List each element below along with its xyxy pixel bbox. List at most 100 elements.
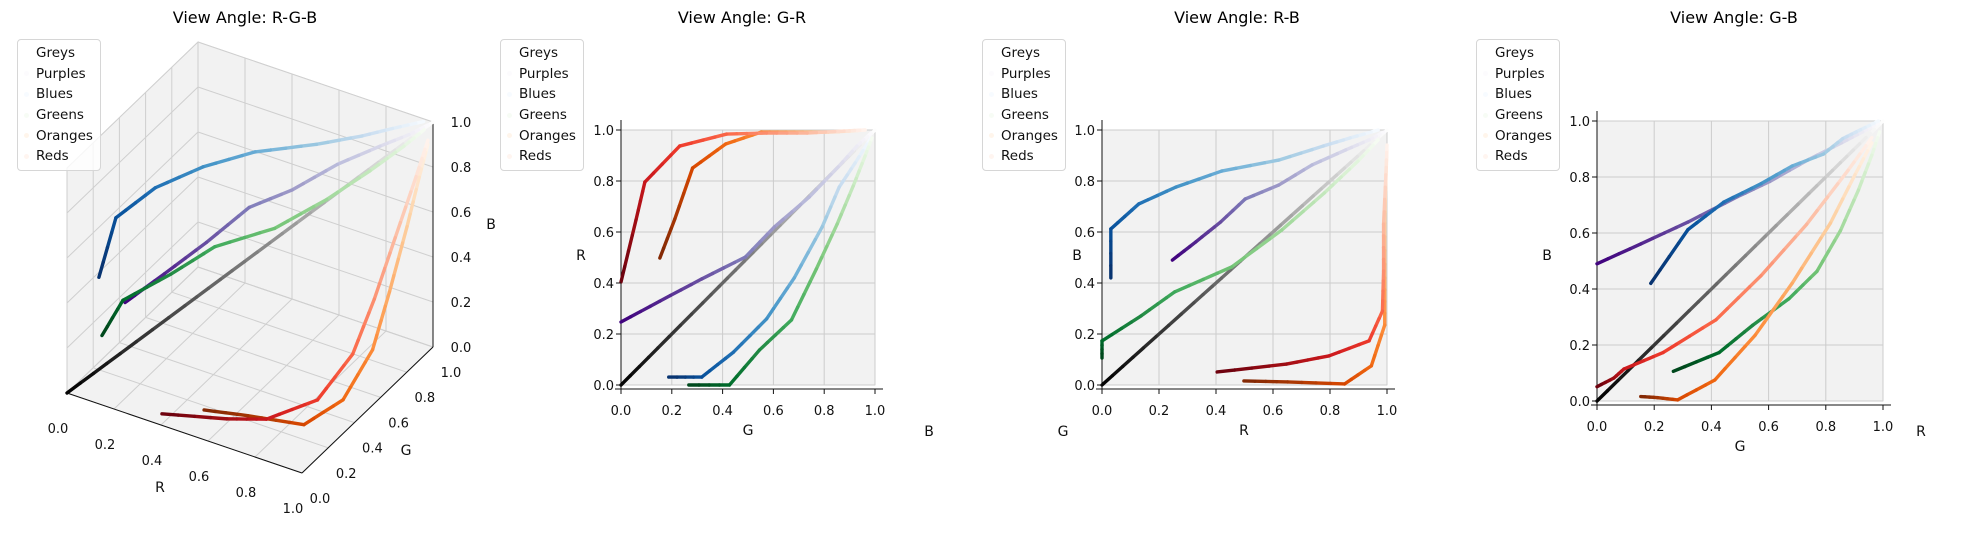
series-line-greys — [1267, 223, 1283, 237]
series-line-greys — [255, 241, 272, 254]
series-line-greens — [1301, 200, 1316, 214]
series-line-greys — [725, 268, 738, 280]
series-line-purples — [1617, 247, 1632, 256]
series-line-greens — [1139, 308, 1152, 318]
x-tick-label: 0.4 — [1701, 420, 1722, 435]
series-line-reds — [1337, 346, 1351, 354]
series-line-greys — [678, 312, 694, 328]
series-line-purples — [648, 299, 662, 309]
legend-marker — [24, 91, 29, 97]
b-tick-label: 1.0 — [451, 116, 472, 131]
series-line-blues — [1262, 158, 1281, 165]
series-line-reds — [192, 414, 213, 420]
series-line-purples — [1662, 225, 1678, 235]
series-line-purples — [629, 309, 643, 319]
series-line-purples — [1639, 236, 1655, 246]
series-line-oranges — [356, 360, 367, 377]
series-line-greens — [1847, 198, 1856, 213]
series-line-greys — [385, 148, 397, 158]
legend-item: Reds — [983, 146, 1058, 167]
series-line-oranges — [682, 179, 690, 196]
series-line-oranges — [669, 217, 677, 231]
series-line-oranges — [414, 175, 421, 192]
series-line-greys — [1192, 292, 1205, 305]
series-line-greys — [1289, 204, 1304, 218]
series-line-purples — [1595, 257, 1610, 266]
series-line-purples — [638, 304, 652, 314]
series-line-blues — [1713, 200, 1726, 211]
series-line-blues — [833, 185, 841, 199]
series-line-greys — [393, 142, 405, 152]
series-line-reds — [383, 251, 392, 271]
series-line-reds — [1382, 197, 1387, 214]
series-line-greens — [272, 219, 290, 231]
series-line-blues — [97, 260, 105, 279]
series-line-blues — [813, 225, 824, 242]
series-line-reds — [351, 338, 360, 356]
series-line-greens — [1290, 209, 1305, 223]
series-line-greys — [1743, 244, 1758, 258]
series-line-purples — [1777, 168, 1792, 178]
series-line-oranges — [673, 204, 681, 221]
series-line-reds — [409, 174, 418, 194]
legend-label: Purples — [1001, 65, 1051, 82]
series-line-blues — [785, 276, 796, 290]
series-line-blues — [1749, 182, 1763, 191]
series-line-greens — [835, 212, 843, 226]
g-tick-label: 0.0 — [310, 492, 331, 507]
series-line-blues — [806, 237, 817, 255]
series-line-greens — [765, 333, 778, 345]
z-axis-label: R — [1916, 424, 1926, 440]
series-line-greens — [1734, 330, 1747, 341]
legend-item: Oranges — [1477, 125, 1552, 146]
y-tick-label: 1.0 — [1569, 115, 1590, 130]
x-tick-label: 1.0 — [1873, 420, 1894, 435]
y-axis-label: B — [1542, 248, 1552, 264]
series-line-greens — [1751, 316, 1764, 327]
series-line-blues — [778, 286, 790, 301]
r-tick-label: 0.4 — [142, 454, 163, 469]
series-line-greys — [1131, 346, 1146, 359]
series-line-purples — [173, 256, 188, 268]
series-line-blues — [820, 215, 829, 229]
panel-title: View Angle: R-B — [1174, 8, 1300, 27]
series-line-greys — [65, 381, 82, 395]
series-line-greys — [689, 301, 705, 316]
series-line-reds — [1347, 342, 1361, 351]
series-line-greens — [213, 240, 232, 249]
series-line-greens — [385, 150, 398, 161]
y-tick-label: 0.0 — [593, 379, 614, 394]
r-tick-label: 1.0 — [283, 502, 304, 517]
series-line-oranges — [1771, 294, 1785, 311]
series-line-oranges — [1685, 388, 1698, 397]
series-line-oranges — [1703, 378, 1717, 387]
series-line-oranges — [302, 416, 316, 427]
series-line-reds — [361, 311, 371, 329]
series-line-oranges — [392, 257, 400, 278]
x-tick-label: 0.0 — [1587, 420, 1608, 435]
series-line-reds — [630, 218, 638, 238]
series-line-greys — [194, 286, 211, 299]
g-tick-label: 1.0 — [441, 366, 462, 381]
series-line-blues — [101, 245, 110, 265]
series-line-greens — [357, 169, 372, 180]
x-tick-label: 1.0 — [865, 404, 886, 419]
x-tick-label: 0.2 — [1149, 404, 1170, 419]
legend-item: Greys — [983, 43, 1058, 64]
x-tick-label: 0.6 — [1263, 404, 1284, 419]
series-line-greens — [843, 193, 851, 207]
series-line-greys — [218, 269, 234, 282]
series-line-purples — [689, 277, 704, 287]
series-line-purples — [226, 214, 241, 227]
series-line-blues — [764, 306, 776, 321]
grid-line — [160, 298, 293, 426]
series-line-greens — [1164, 290, 1177, 300]
series-line-purples — [772, 217, 785, 229]
series-line-greens — [168, 265, 184, 277]
series-line-greens — [1838, 218, 1847, 233]
series-line-greens — [1821, 249, 1831, 263]
series-line-greens — [789, 305, 800, 322]
series-line-reds — [651, 162, 664, 175]
z-axis-label: B — [924, 424, 934, 440]
series-line-blues — [165, 175, 181, 185]
